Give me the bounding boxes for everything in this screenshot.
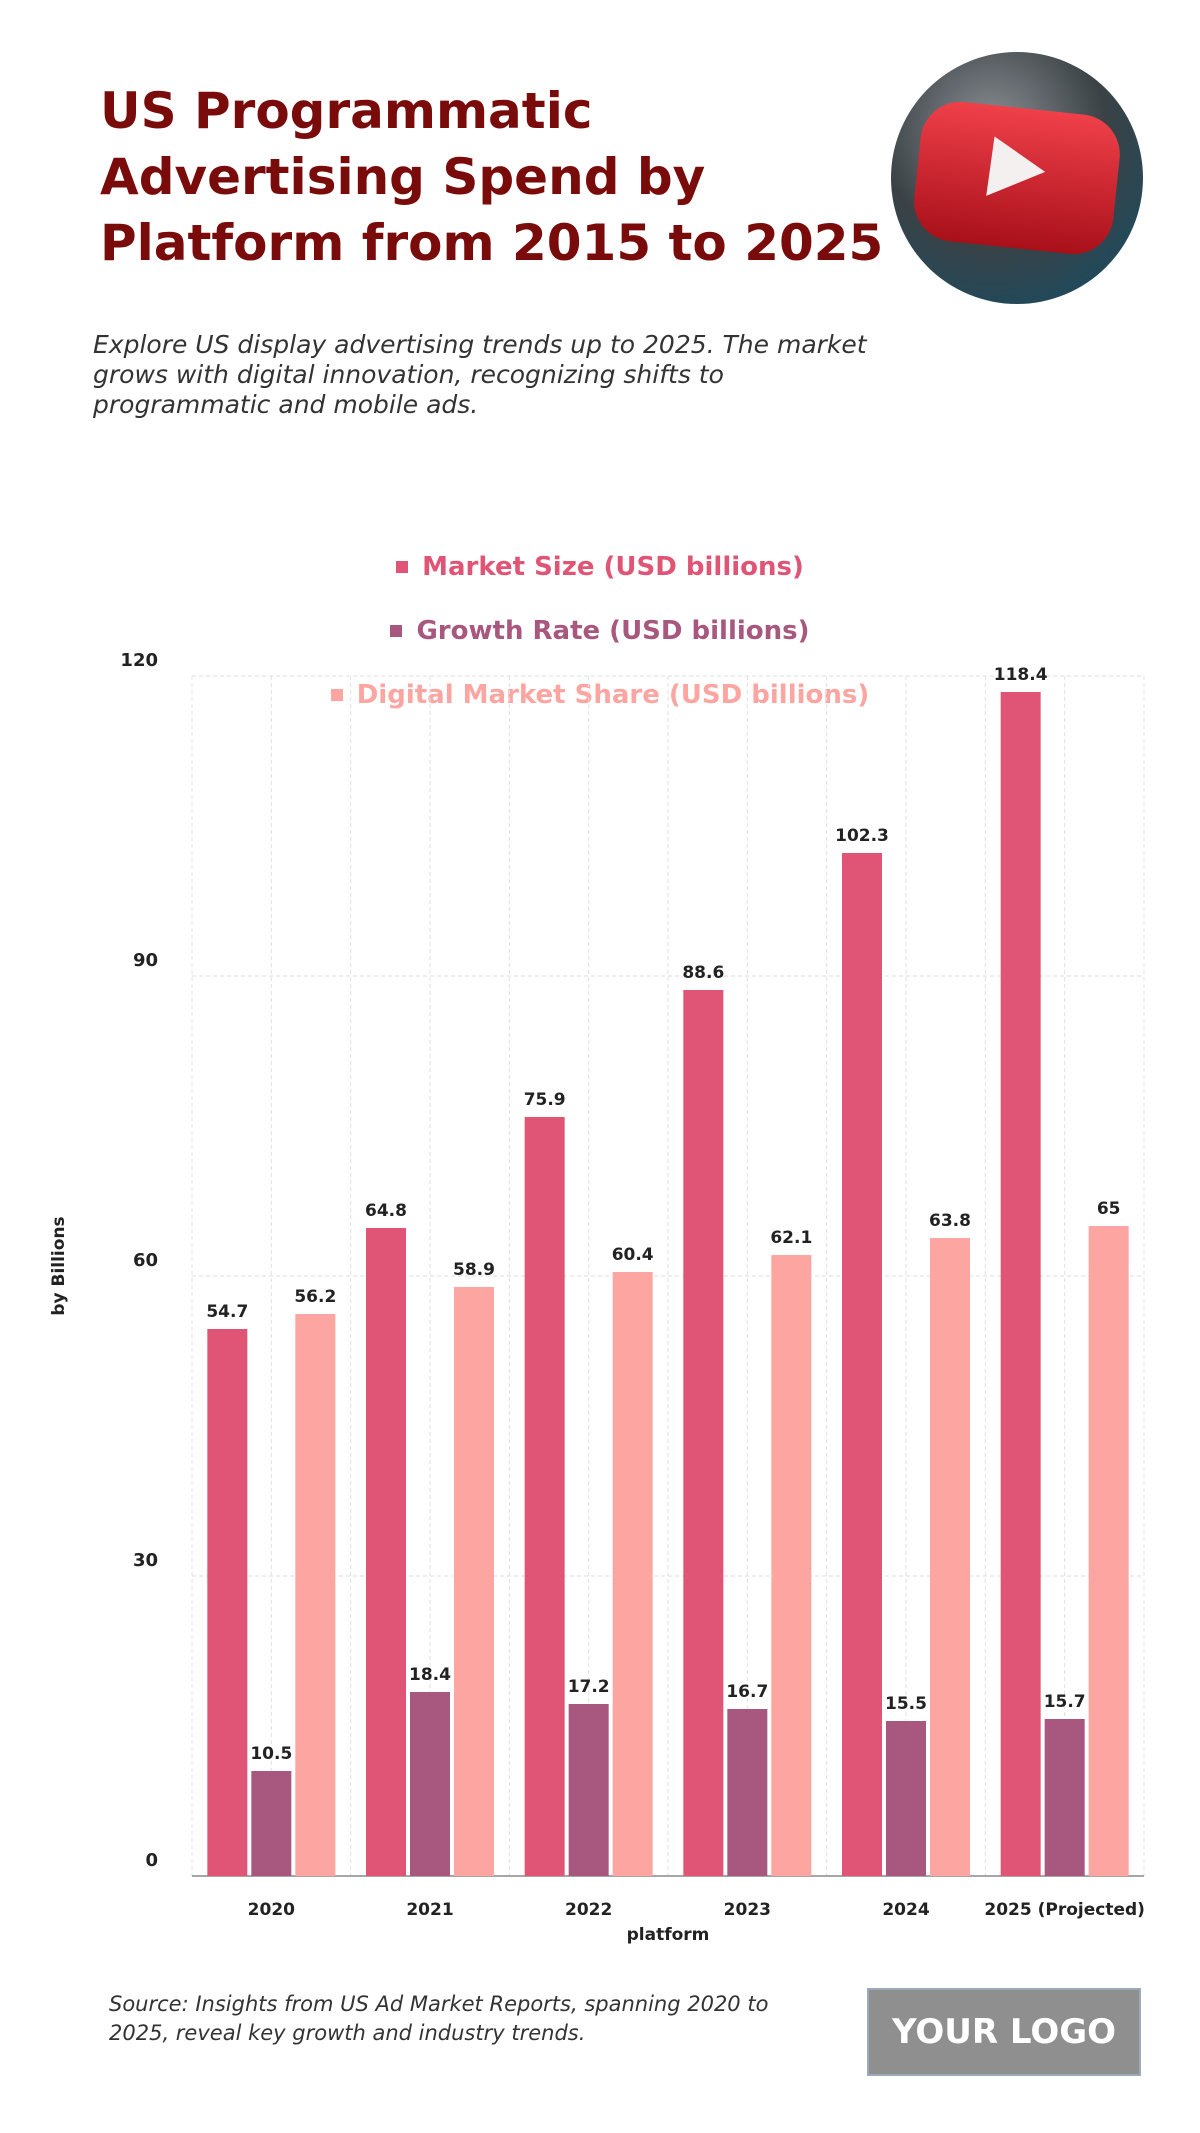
chart-title: US Programmatic Advertising Spend by Pla… [100,82,884,272]
bar [1088,1226,1129,1876]
bar [524,1117,565,1876]
source-note: Source: Insights from US Ad Market Repor… [109,1992,769,2045]
chart-subtitle: Explore US display advertising trends up… [93,330,867,419]
logo-icon [891,52,1143,304]
legend-item: Growth Rate (USD billions) [390,616,810,646]
chart: 0 30 60 90 120 2020 54.7 10.5 56.2 2021 64.8 18.4 58… [49,650,1145,1945]
logo: YOUR LOGO [867,1988,1141,2076]
x-tick-label: 2025 (Projected) [984,1900,1145,1920]
y-tick-label: 120 [120,650,158,671]
bar [454,1287,494,1876]
y-tick-label: 90 [133,950,158,971]
data-label: 17.2 [568,1677,610,1697]
data-label: 56.2 [294,1287,336,1307]
x-tick-label: 2024 [882,1900,929,1920]
x-tick-label: 2022 [565,1900,612,1920]
y-axis-title: by Billions [49,1216,69,1315]
bar [612,1272,653,1876]
legend-item: Digital Market Share (USD billions) [330,680,870,710]
bar [771,1255,812,1876]
bar [1044,1719,1085,1876]
data-label: 16.7 [726,1682,768,1702]
data-label: 88.6 [682,963,724,983]
bar [683,990,724,1876]
bar [295,1314,336,1876]
legend: Market Size (USD billions) Growth Rate (U… [200,552,1000,710]
legend-swatch [396,561,409,573]
data-label: 63.8 [929,1211,971,1231]
legend-swatch [390,625,403,637]
legend-label: Growth Rate (USD billions) [416,616,810,646]
data-label: 58.9 [453,1260,495,1280]
bar [842,853,882,1876]
bar [930,1238,970,1876]
y-tick-label: 30 [133,1550,158,1571]
data-label: 65 [1097,1199,1121,1219]
data-label: 75.9 [524,1090,566,1110]
data-label: 15.7 [1044,1692,1086,1712]
y-tick-label: 0 [145,1850,158,1871]
x-axis-title: platform [627,1925,710,1945]
bar [410,1692,450,1876]
data-label: 64.8 [365,1201,407,1221]
bar [568,1704,609,1876]
y-tick-label: 60 [133,1250,158,1271]
bar [207,1329,248,1876]
legend-swatch [330,689,343,701]
data-label: 18.4 [409,1665,451,1685]
bar [886,1721,926,1876]
bar [727,1709,768,1876]
data-label: 102.3 [835,826,889,846]
legend-label: Market Size (USD billions) [422,552,804,582]
bar [1000,692,1041,1876]
data-label: 60.4 [612,1245,654,1265]
legend-item: Market Size (USD billions) [396,552,804,582]
data-label: 10.5 [250,1744,292,1764]
x-tick-label: 2023 [724,1900,771,1920]
data-label: 118.4 [994,665,1048,685]
x-tick-label: 2020 [248,1900,295,1920]
legend-label: Digital Market Share (USD billions) [356,680,870,710]
data-label: 54.7 [206,1302,248,1322]
x-tick-label: 2021 [406,1900,453,1920]
data-label: 15.5 [885,1694,927,1714]
bar [366,1228,406,1876]
data-label: 62.1 [770,1228,812,1248]
bar [251,1771,292,1876]
